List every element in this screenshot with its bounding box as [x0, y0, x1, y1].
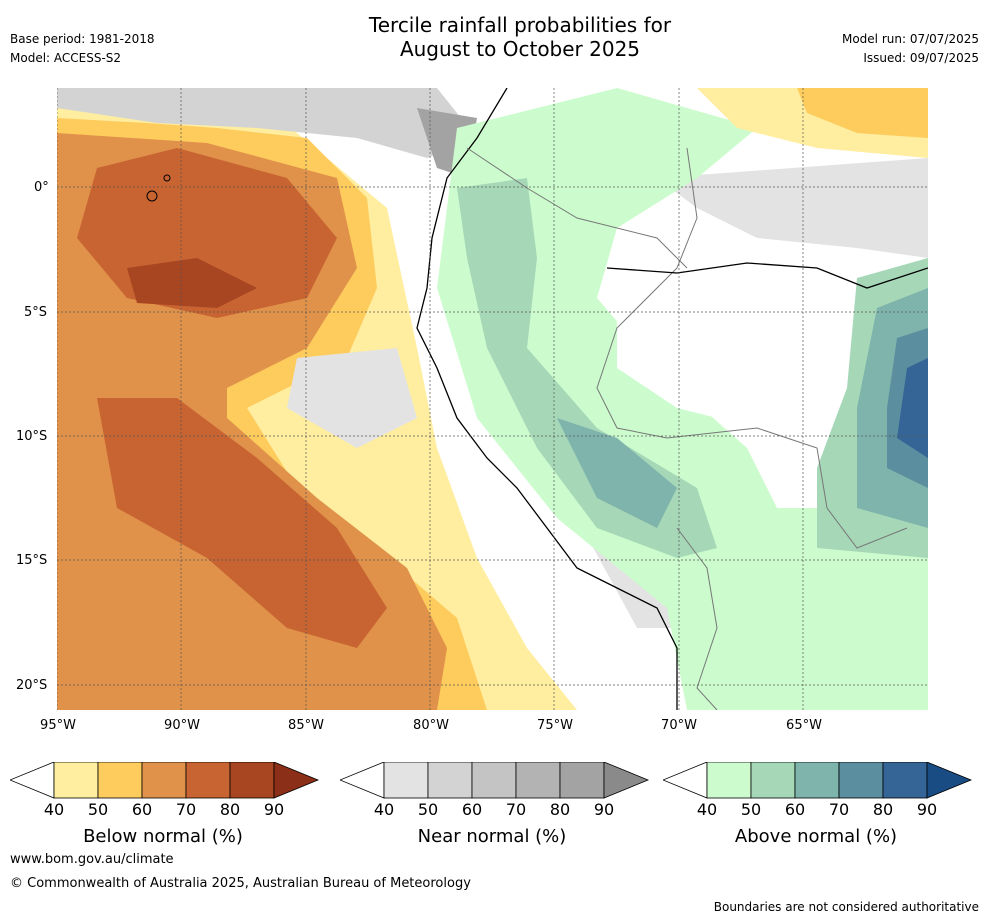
colorbar-swatch: [559, 762, 605, 799]
below-normal-region-80: [127, 258, 257, 308]
cb1-tick: 70: [175, 800, 197, 819]
lat-label-0: 0°: [34, 180, 49, 195]
colorbar-swatch: [515, 762, 561, 799]
colorbar-below-normal: [10, 762, 320, 799]
cb3-tick: 40: [696, 800, 718, 819]
lon-label-80w: 80°W: [413, 718, 449, 733]
above-normal-region-50: [457, 178, 717, 558]
near-normal-region-coast: [287, 348, 417, 448]
lat-label-15s: 15°S: [16, 553, 48, 568]
colorbar-above-title: Above normal (%): [734, 826, 898, 847]
below-normal-region-70-south: [97, 398, 387, 648]
no-signal-interior: [617, 288, 817, 428]
cb3-tick: 80: [872, 800, 894, 819]
colorbar-swatch: [141, 762, 187, 799]
colorbar-end-cap: [926, 762, 973, 799]
colorbar-near-white-cap: [340, 762, 385, 799]
colorbar-below-title: Below normal (%): [83, 826, 243, 847]
cb3-tick: 70: [828, 800, 850, 819]
lon-label-95w: 95°W: [40, 718, 76, 733]
below-normal-region-northeast-60: [797, 88, 928, 138]
colorbar-end-cap: [603, 762, 650, 799]
lon-label-70w: 70°W: [661, 718, 697, 733]
above-normal-region-60: [557, 418, 677, 528]
country-border: [596, 147, 908, 549]
model-run: Model run: 07/07/2025: [841, 32, 979, 46]
colorbar-near-normal: [340, 762, 650, 799]
galapagos-island: [146, 190, 158, 202]
cb2-tick: 80: [549, 800, 571, 819]
colorbar-swatch: [838, 762, 884, 799]
cb3-tick: 90: [916, 800, 938, 819]
colorbar-swatch: [53, 762, 99, 799]
near-normal-region-north: [57, 88, 477, 158]
colorbar-near-title: Near normal (%): [417, 826, 567, 847]
cb2-tick: 70: [505, 800, 527, 819]
cb1-tick: 90: [263, 800, 285, 819]
grid-lines: [57, 88, 928, 710]
colorbar-swatch: [882, 762, 928, 799]
colorbar-swatch: [750, 762, 796, 799]
cb1-tick: 80: [219, 800, 241, 819]
lat-label-10s: 10°S: [16, 429, 48, 444]
cb1-tick: 60: [131, 800, 153, 819]
colorbar-swatch: [185, 762, 231, 799]
cb2-tick: 90: [593, 800, 615, 819]
lon-label-85w: 85°W: [288, 718, 324, 733]
cb2-tick: 60: [461, 800, 483, 819]
cb3-tick: 50: [740, 800, 762, 819]
rainfall-probability-map: [57, 88, 928, 710]
colorbar-end-cap: [273, 762, 320, 799]
model-name: Model: ACCESS-S2: [10, 51, 122, 65]
map-title-line1: Tercile rainfall probabilities for: [368, 13, 672, 37]
above-normal-region-80: [897, 358, 928, 458]
cb2-tick: 40: [373, 800, 395, 819]
cb1-tick: 40: [43, 800, 65, 819]
colorbar-below-white-cap: [10, 762, 55, 799]
colorbar-swatch: [97, 762, 143, 799]
galapagos-island: [163, 174, 171, 182]
colorbar-swatch: [229, 762, 275, 799]
colorbar-swatch: [427, 762, 473, 799]
base-period: Base period: 1981-2018: [10, 32, 155, 46]
cb1-tick: 50: [87, 800, 109, 819]
colorbar-swatch: [706, 762, 752, 799]
near-normal-region-northeast: [657, 158, 928, 258]
lon-label-75w: 75°W: [537, 718, 573, 733]
cb2-tick: 50: [417, 800, 439, 819]
lon-label-90w: 90°W: [164, 718, 200, 733]
copyright-notice: © Commonwealth of Australia 2025, Austra…: [10, 876, 471, 891]
cb3-tick: 60: [784, 800, 806, 819]
coastline: [416, 88, 678, 710]
colorbar-swatch: [471, 762, 517, 799]
bom-url-link[interactable]: www.bom.gov.au/climate: [10, 852, 174, 867]
colorbar-swatch: [794, 762, 840, 799]
country-border: [676, 527, 718, 710]
map-title-line2: August to October 2025: [399, 37, 641, 61]
lon-label-65w: 65°W: [786, 718, 822, 733]
map-canvas: [57, 88, 928, 710]
colorbar-above-white-cap: [663, 762, 708, 799]
amazon-river: [606, 262, 928, 289]
lat-label-5s: 5°S: [24, 305, 48, 320]
country-border: [466, 147, 688, 269]
colorbar-above-normal: [663, 762, 973, 799]
issued-date: Issued: 09/07/2025: [863, 51, 979, 65]
colorbar-swatch: [383, 762, 429, 799]
boundaries-disclaimer: Boundaries are not considered authoritat…: [713, 900, 979, 914]
lat-label-20s: 20°S: [16, 678, 48, 693]
